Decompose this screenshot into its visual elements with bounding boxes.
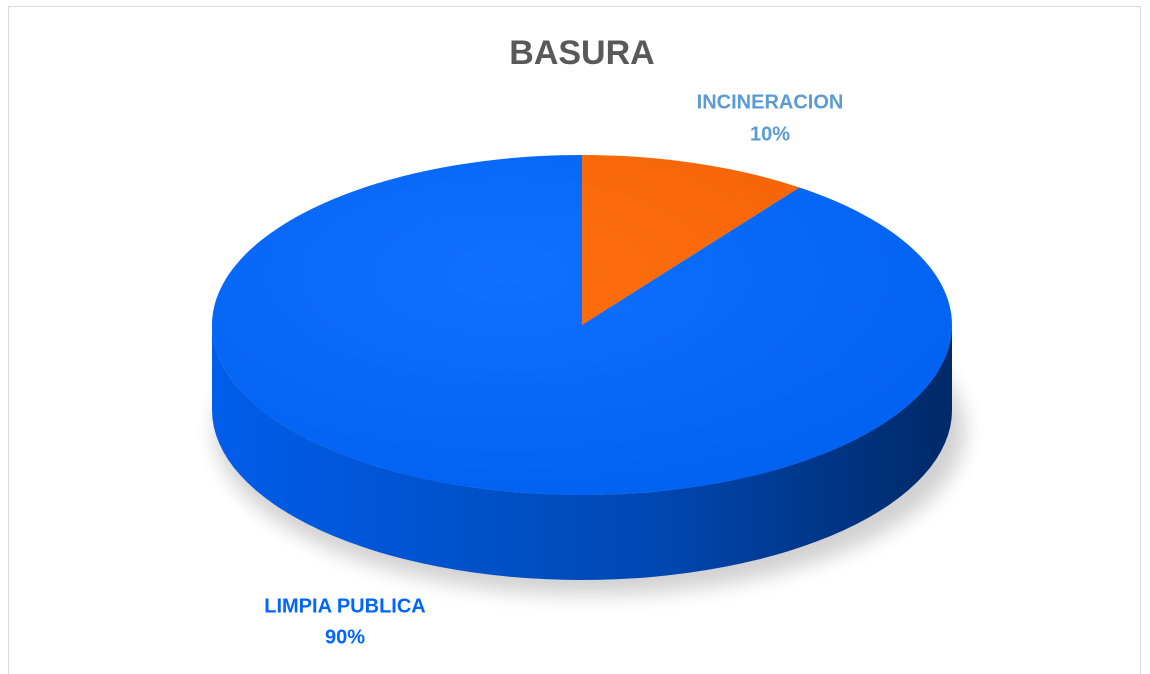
slice-label: INCINERACION (697, 91, 844, 113)
top-shine (212, 155, 952, 495)
side-shade (212, 325, 952, 580)
slice-label: LIMPIA PUBLICA (264, 595, 425, 617)
slice-value-label: 10% (750, 123, 790, 145)
slice-value-label: 90% (325, 626, 365, 648)
chart-title: BASURA (509, 34, 654, 72)
